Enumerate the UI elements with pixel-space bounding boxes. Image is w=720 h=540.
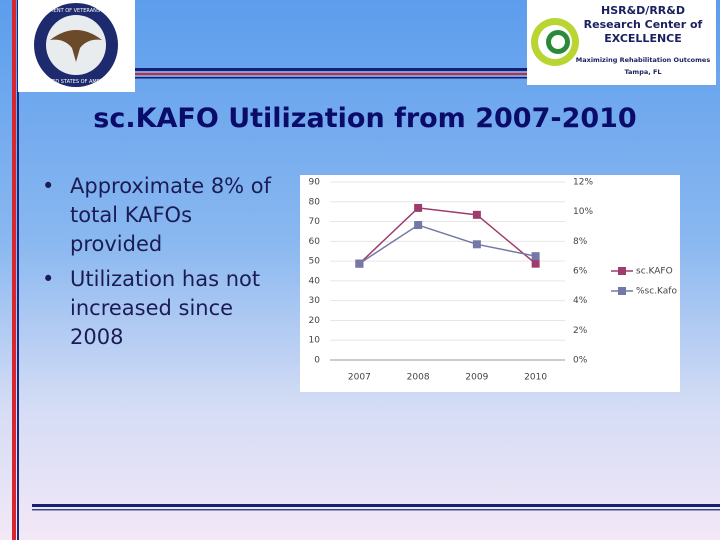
bullet-list: Approximate 8% of total KAFOs provided U… [40,172,285,358]
legend-label: sc.KAFO [636,267,673,277]
logo-e-inner [551,35,565,49]
legend-marker [618,287,626,295]
seal-text: UNITED STATES OF AMERICA [40,79,112,85]
bullet: Approximate 8% of total KAFOs provided [40,172,285,259]
left-blue-rule [17,0,19,540]
y2-tick-label: 4% [573,296,588,306]
y-tick-label: 90 [309,178,321,188]
y-tick-label: 30 [309,296,321,306]
y-tick-label: 50 [309,257,321,267]
series-line [358,224,536,265]
chart-area [300,175,680,392]
x-tick-label: 2010 [524,373,547,383]
seal-text: DEPARTMENT OF VETERANS AFFAIRS [30,8,122,14]
seal-eagle [50,30,102,62]
y2-tick-label: 6% [573,267,588,277]
header-rule [135,77,527,79]
header-red-rule [135,73,527,75]
footer-rule [32,504,720,507]
point-marker [355,259,364,268]
slide-title: sc.KAFO Utilization from 2007-2010 [93,103,637,134]
x-tick-label: 2007 [348,373,371,383]
point-marker [414,203,423,212]
logo-text: Research Center of [584,18,703,31]
y2-tick-label: 2% [573,326,588,336]
y-tick-label: 80 [309,197,321,207]
y-tick-label: 0 [314,356,320,366]
header-rule [135,68,527,71]
chart: 0 10 20 30 40 50 60 70 80 90 0% 2% 4% 6% 8% 10% 12% 2007 2… [300,175,680,392]
y-tick-label: 10 [309,336,321,346]
y-tick-label: 20 [309,316,321,326]
y2-tick-label: 8% [573,237,588,247]
logo-tagline: Maximizing Rehabilitation Outcomes [576,56,711,64]
y2-tick-label: 10% [573,207,593,217]
logo-text: EXCELLENCE [604,32,682,45]
y-tick-label: 60 [309,237,321,247]
y-tick-label: 70 [309,217,321,227]
logo-text: HSR&D/RR&D [601,4,685,17]
footer-rule [32,509,720,511]
point-marker [531,252,540,261]
y2-tick-label: 0% [573,356,588,366]
point-marker [472,210,481,219]
point-marker [414,221,423,230]
x-tick-label: 2009 [465,373,488,383]
legend-label: %sc.Kafo [636,287,677,297]
y2-tick-label: 12% [573,178,593,188]
point-marker [531,259,540,268]
logo-location: Tampa, FL [624,68,661,76]
point-marker [472,240,481,249]
x-tick-label: 2008 [407,373,430,383]
bullet: Utilization has not increased since 2008 [40,265,285,352]
left-red-rule [12,0,16,540]
legend-marker [618,267,626,275]
y-tick-label: 40 [309,276,321,286]
series-line [358,207,537,265]
